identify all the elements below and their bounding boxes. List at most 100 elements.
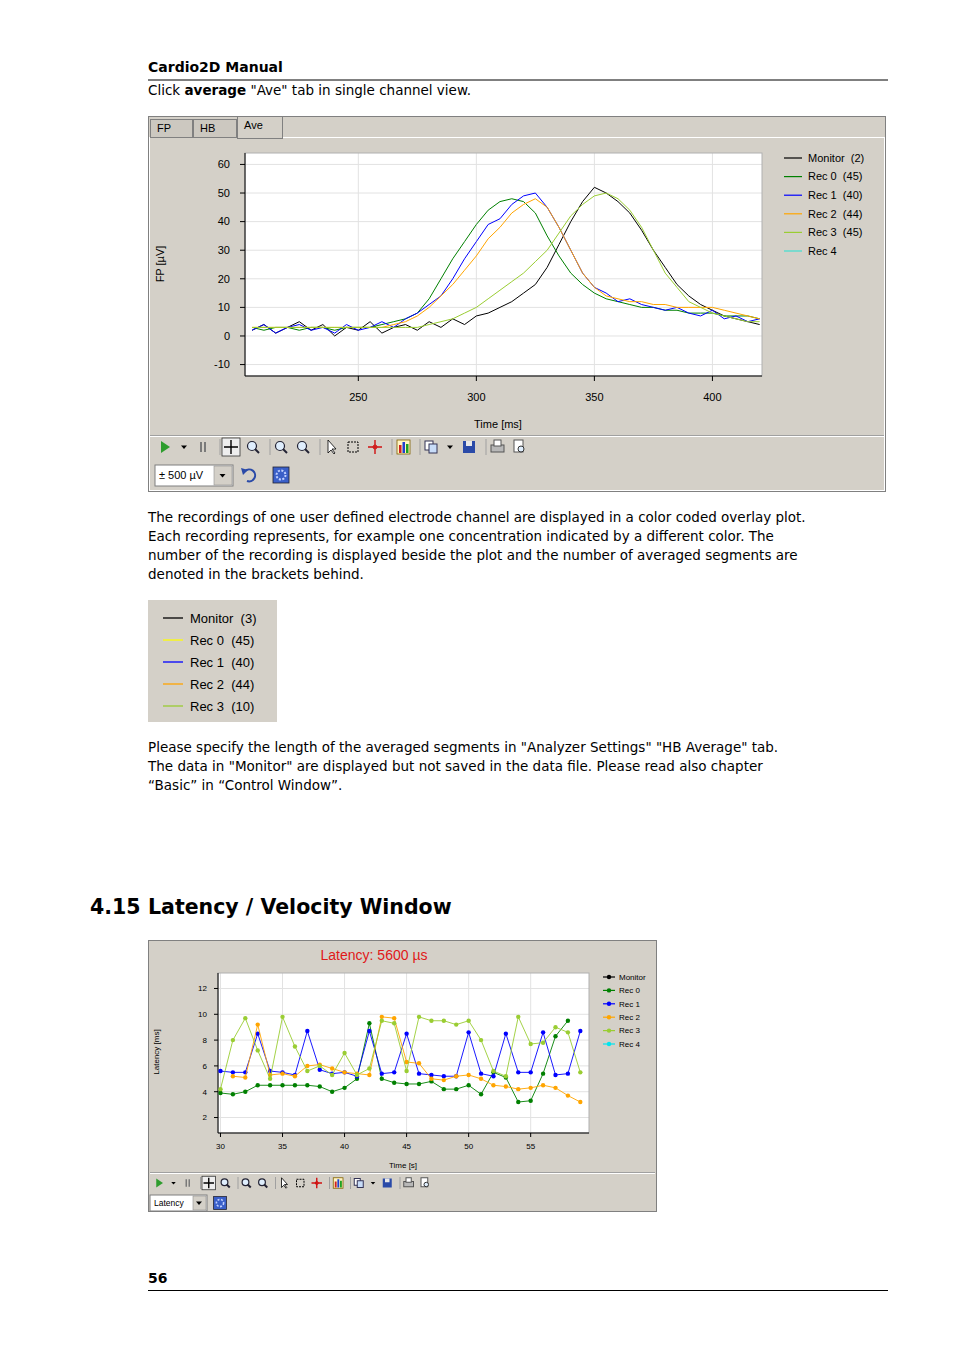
y-tick	[240, 278, 245, 279]
intro-bold: average	[184, 82, 246, 98]
plot-area	[218, 973, 589, 1133]
toolbar-button[interactable]	[161, 441, 170, 453]
toolbar-button[interactable]	[491, 440, 504, 452]
toolbar-button[interactable]	[514, 440, 524, 452]
toolbar-button[interactable]	[425, 441, 437, 453]
toolbar-button[interactable]	[202, 1176, 216, 1190]
toolbar-button[interactable]	[447, 446, 453, 450]
series-marker	[318, 1084, 322, 1088]
grid-line	[218, 1091, 589, 1092]
icon-save	[385, 1179, 390, 1183]
toolbar-button[interactable]	[242, 1179, 251, 1188]
x-tick-label: 350	[585, 391, 603, 403]
toolbar-button[interactable]	[298, 442, 310, 454]
legend-swatch	[784, 213, 802, 214]
header-rule	[148, 80, 888, 81]
series-marker	[429, 1077, 433, 1081]
series-marker	[330, 1066, 334, 1070]
toolbar-button[interactable]	[200, 442, 206, 452]
toolbar-button[interactable]	[371, 1182, 376, 1185]
tab[interactable]: HB	[194, 120, 237, 138]
settings-button[interactable]	[273, 467, 289, 483]
toolbar-button[interactable]	[421, 1178, 429, 1187]
toolbar-button[interactable]	[259, 1179, 268, 1188]
dropdown-button	[214, 466, 232, 485]
y-axis-label: Latency [ms]	[152, 1029, 161, 1074]
toolbar-button[interactable]	[276, 442, 288, 454]
legend-label: Rec 4	[808, 245, 837, 257]
icon-dropdown	[447, 446, 453, 450]
toolbar-button[interactable]	[171, 1182, 176, 1185]
grid-line	[245, 250, 762, 251]
y-tick	[214, 1117, 218, 1118]
grid-line	[245, 364, 762, 365]
x-axis-line	[218, 1133, 589, 1134]
settings-button[interactable]	[214, 1197, 227, 1210]
toolbar-button[interactable]	[404, 1178, 414, 1187]
series-marker	[392, 1021, 396, 1025]
dropdown-box	[155, 465, 233, 486]
grid-line	[476, 153, 477, 376]
x-tick	[358, 376, 359, 381]
legend-swatch	[784, 195, 802, 196]
series-marker	[330, 1073, 334, 1077]
paragraph-line: denoted in the brackets behind.	[148, 566, 364, 582]
legend-swatch	[163, 617, 183, 618]
paragraph-line: The data in "Monitor" are displayed but …	[147, 758, 763, 774]
series-marker	[404, 1031, 408, 1035]
series-group	[252, 187, 760, 336]
x-tick-label: 50	[464, 1142, 473, 1151]
series-marker	[417, 1071, 421, 1075]
toolbar-button[interactable]	[463, 441, 475, 453]
grid-line	[712, 153, 713, 376]
toolbar-button[interactable]	[222, 438, 240, 456]
x-tick	[282, 1133, 283, 1137]
toolbar-button[interactable]	[221, 1179, 230, 1188]
legend-label: Rec 3 (45)	[808, 226, 862, 238]
toolbar-button[interactable]	[328, 440, 336, 454]
dropdown[interactable]: ± 500 µV	[155, 465, 233, 486]
series-marker	[541, 1083, 545, 1087]
toolbar-button[interactable]	[186, 1179, 191, 1187]
toolbar-button[interactable]	[248, 442, 260, 454]
tab-box	[238, 117, 283, 139]
icon-settings	[277, 471, 286, 480]
dropdown[interactable]: Latency	[150, 1195, 207, 1211]
tab[interactable]: FP	[151, 120, 193, 138]
toolbar-button[interactable]	[297, 1179, 305, 1187]
toolbar-button[interactable]	[383, 1179, 392, 1188]
tab[interactable]: Ave	[238, 117, 283, 139]
legend-label: Rec 1 (40)	[190, 655, 254, 670]
series-marker	[454, 1022, 458, 1026]
toolbar-button[interactable]	[181, 446, 187, 450]
series-marker	[479, 1071, 483, 1075]
toolbar-button[interactable]	[397, 440, 410, 454]
toolbar-separator	[200, 1177, 201, 1189]
toolbar-button[interactable]	[282, 1178, 288, 1189]
legend-swatch	[163, 705, 183, 706]
series-line	[252, 193, 760, 327]
undo-button[interactable]	[241, 468, 255, 481]
x-axis-line	[245, 376, 762, 377]
toolbar-button[interactable]	[333, 1178, 343, 1189]
y-tick	[240, 164, 245, 165]
toolbar-button[interactable]	[156, 1179, 163, 1188]
ave-window: FPHBAve-100102030405060250300350400Monit…	[149, 117, 886, 492]
toolbar-separator	[420, 439, 421, 455]
y-tick-label: 40	[218, 215, 230, 227]
toolbar-button[interactable]	[368, 440, 382, 454]
icon-frame	[222, 438, 240, 456]
icon-cross	[373, 445, 377, 449]
icon-zoom	[305, 449, 309, 453]
series-marker	[541, 1040, 545, 1044]
series-marker	[380, 1015, 384, 1019]
legend-label: Monitor	[619, 973, 646, 982]
toolbar-button[interactable]	[312, 1178, 323, 1189]
series-marker	[218, 1069, 222, 1073]
legend-label: Monitor (3)	[190, 611, 256, 626]
series-marker	[305, 1083, 309, 1087]
toolbar-button[interactable]	[348, 442, 358, 452]
legend-label: Rec 1	[619, 1000, 640, 1009]
toolbar-button[interactable]	[354, 1179, 363, 1188]
icon-zoom	[283, 449, 287, 453]
